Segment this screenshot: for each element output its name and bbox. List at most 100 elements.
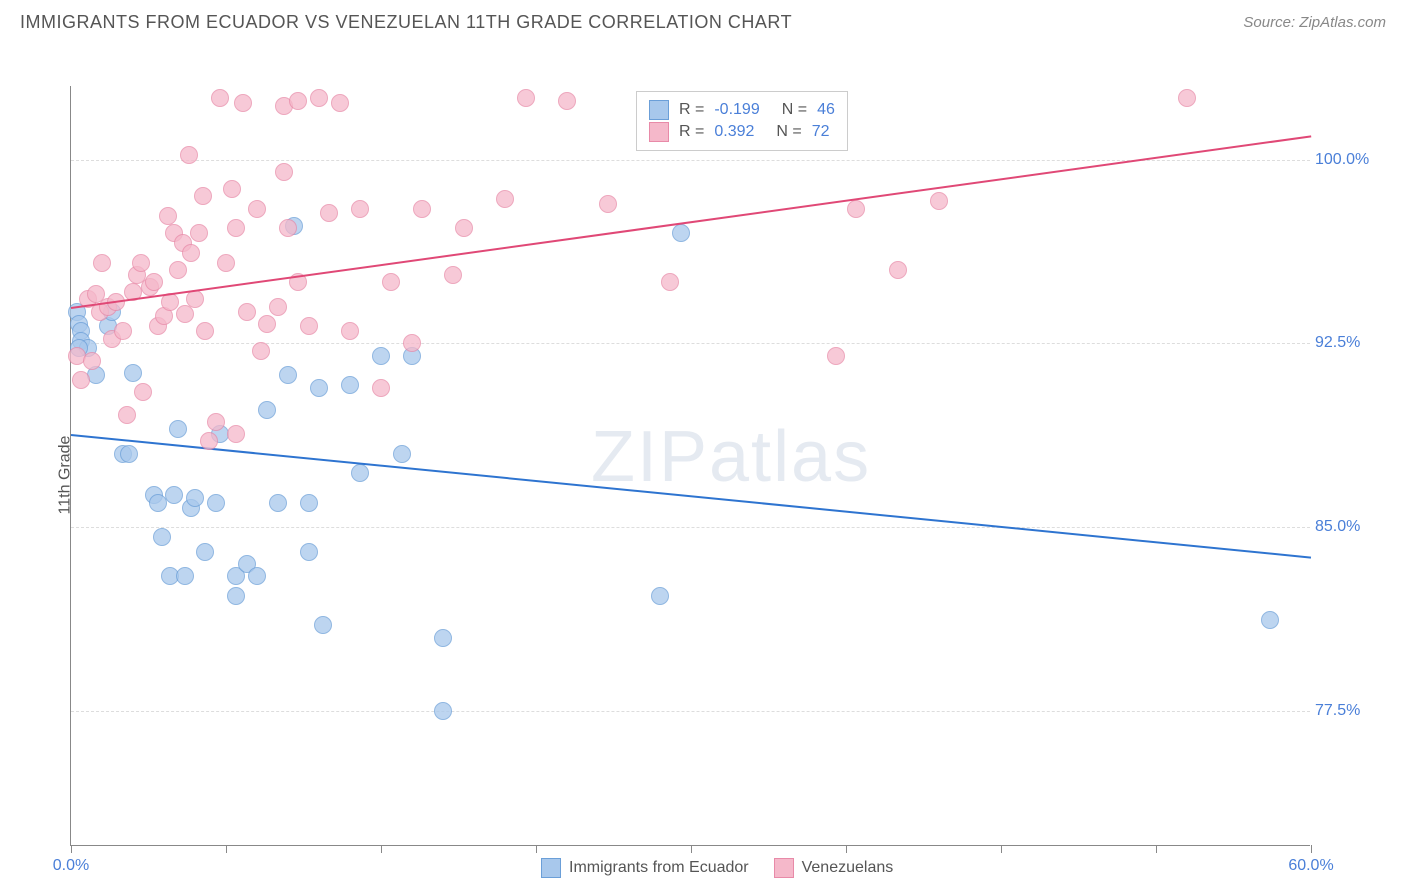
gridline [71,711,1310,712]
legend-swatch [774,858,794,878]
stats-r-value: -0.199 [714,101,759,119]
legend-item: Venezuelans [774,858,894,878]
source-attribution: Source: ZipAtlas.com [1243,14,1386,31]
data-point [300,494,318,512]
data-point [118,406,136,424]
data-point [1178,89,1196,107]
data-point [186,489,204,507]
data-point [169,261,187,279]
data-point [651,587,669,605]
data-point [351,464,369,482]
data-point [300,317,318,335]
stats-n-value: 72 [812,123,830,141]
data-point [120,445,138,463]
data-point [403,334,421,352]
x-tick [691,845,692,853]
stats-box: R = -0.199N = 46R = 0.392 N = 72 [636,91,848,151]
data-point [169,420,187,438]
data-point [211,89,229,107]
stats-label: N = [776,123,801,141]
data-point [186,290,204,308]
x-tick [226,845,227,853]
data-point [269,494,287,512]
data-point [310,89,328,107]
data-point [372,347,390,365]
data-point [599,195,617,213]
x-tick [71,845,72,853]
legend-label: Venezuelans [802,859,894,877]
data-point [672,224,690,242]
stats-row: R = -0.199N = 46 [649,100,835,120]
data-point [227,425,245,443]
plot-area: 77.5%85.0%92.5%100.0%0.0%60.0%11th Grade… [70,86,1310,846]
legend-swatch [649,122,669,142]
gridline [71,527,1310,528]
data-point [190,224,208,242]
data-point [227,219,245,237]
data-point [207,494,225,512]
stats-r-value: 0.392 [714,123,754,141]
data-point [331,94,349,112]
data-point [275,163,293,181]
y-tick-label: 100.0% [1315,151,1385,169]
data-point [180,146,198,164]
data-point [238,303,256,321]
data-point [496,190,514,208]
data-point [444,266,462,284]
data-point [341,322,359,340]
watermark: ZIPatlas [591,416,871,498]
data-point [393,445,411,463]
data-point [182,244,200,262]
legend-swatch [541,858,561,878]
data-point [196,543,214,561]
data-point [279,219,297,237]
data-point [314,616,332,634]
data-point [310,379,328,397]
data-point [1261,611,1279,629]
data-point [207,413,225,431]
data-point [455,219,473,237]
data-point [194,187,212,205]
data-point [200,432,218,450]
stats-row: R = 0.392N = 72 [649,122,835,142]
data-point [93,254,111,272]
y-axis-label: 11th Grade [56,436,74,515]
data-point [196,322,214,340]
data-point [165,486,183,504]
data-point [382,273,400,291]
x-tick-label: 60.0% [1288,857,1333,875]
data-point [847,200,865,218]
data-point [132,254,150,272]
x-tick [1001,845,1002,853]
stats-label: R = [679,101,704,119]
data-point [227,587,245,605]
y-tick-label: 85.0% [1315,518,1385,536]
data-point [248,200,266,218]
data-point [434,629,452,647]
stats-n-value: 46 [817,101,835,119]
trend-line [71,135,1311,309]
data-point [300,543,318,561]
x-tick [536,845,537,853]
data-point [661,273,679,291]
data-point [269,298,287,316]
header: IMMIGRANTS FROM ECUADOR VS VENEZUELAN 11… [0,0,1406,41]
data-point [372,379,390,397]
data-point [351,200,369,218]
data-point [252,342,270,360]
trend-line [71,434,1311,559]
data-point [234,94,252,112]
data-point [558,92,576,110]
legend: Immigrants from EcuadorVenezuelans [541,858,893,878]
data-point [320,204,338,222]
data-point [176,567,194,585]
data-point [248,567,266,585]
data-point [258,401,276,419]
data-point [159,207,177,225]
data-point [149,494,167,512]
data-point [134,383,152,401]
x-tick [1311,845,1312,853]
data-point [930,192,948,210]
data-point [434,702,452,720]
legend-swatch [649,100,669,120]
